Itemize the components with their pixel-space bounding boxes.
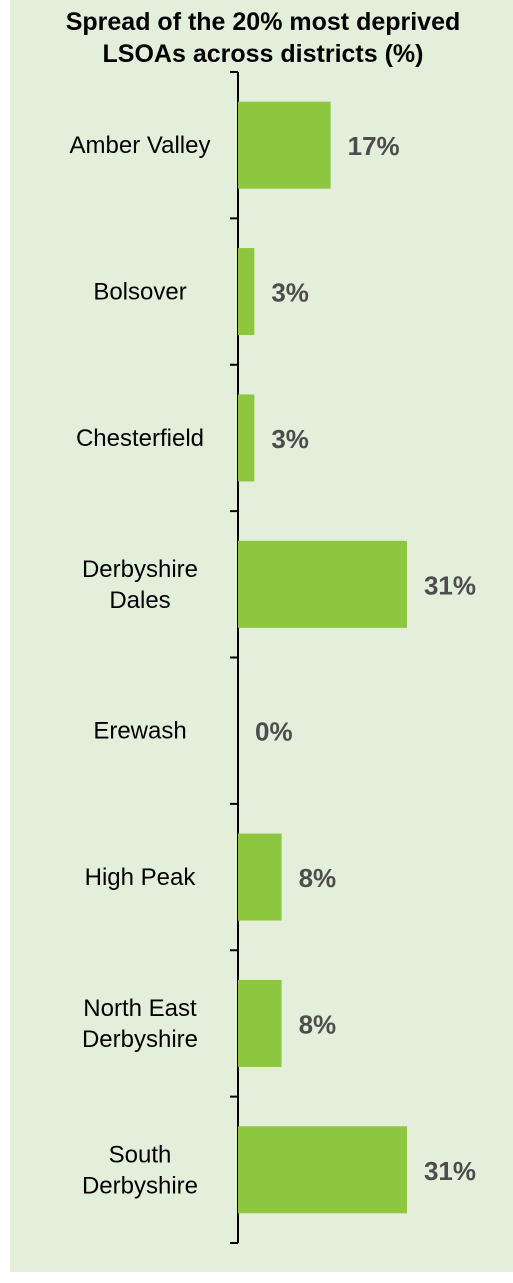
- category-label-line: Erewash: [93, 718, 186, 745]
- bar: [238, 979, 282, 1067]
- data-label: 31%: [424, 570, 476, 600]
- data-label: 8%: [299, 1009, 337, 1039]
- plot-area: 17% Amber Valley 3% Bolsover 3% Chesterfield 3…: [70, 71, 476, 1244]
- chart-title-line-1: Spread of the 20% most deprived: [66, 8, 461, 36]
- category-label-line: Derbyshire: [82, 1172, 198, 1199]
- category-label-line: Derbyshire: [82, 556, 198, 583]
- data-label: 3%: [271, 278, 309, 308]
- category-label-line: South: [109, 1141, 172, 1168]
- bar: [238, 540, 407, 628]
- category-label: Amber Valley: [70, 132, 211, 159]
- bar: [238, 101, 331, 189]
- category-label: Derbyshire Dales: [82, 556, 198, 614]
- data-label: 8%: [299, 863, 337, 893]
- category-label: North East Derbyshire: [82, 995, 198, 1053]
- data-label: 0%: [255, 717, 293, 747]
- bar: [238, 394, 255, 482]
- chart-title-line-2: LSOAs across districts (%): [103, 40, 424, 68]
- bar: [238, 1126, 407, 1214]
- bar: [238, 833, 282, 921]
- category-label: High Peak: [85, 864, 197, 891]
- data-label: 3%: [271, 424, 309, 454]
- category-label-line: North East: [83, 995, 197, 1022]
- category-label: Chesterfield: [76, 425, 204, 452]
- category-label-line: Amber Valley: [70, 132, 211, 159]
- category-label-line: Chesterfield: [76, 425, 204, 452]
- category-label-line: High Peak: [85, 864, 197, 891]
- category-label-line: Dales: [109, 587, 170, 614]
- category-label-line: Bolsover: [93, 279, 186, 306]
- category-label: South Derbyshire: [82, 1141, 198, 1199]
- data-label: 17%: [348, 131, 400, 161]
- category-label: Bolsover: [93, 279, 186, 306]
- category-label-line: Derbyshire: [82, 1026, 198, 1053]
- category-label: Erewash: [93, 718, 186, 745]
- data-label: 31%: [424, 1156, 476, 1186]
- bar: [238, 248, 255, 336]
